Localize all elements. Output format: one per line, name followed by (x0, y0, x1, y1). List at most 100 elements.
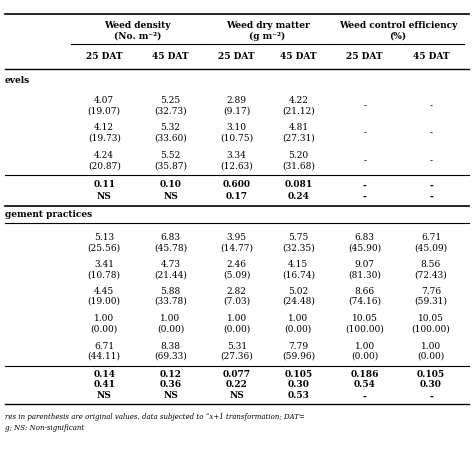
Text: (5.09): (5.09) (223, 271, 250, 279)
Text: 1.00: 1.00 (355, 342, 375, 350)
Text: (21.44): (21.44) (154, 271, 187, 279)
Text: 5.52: 5.52 (160, 151, 181, 160)
Text: NS: NS (163, 192, 178, 201)
Text: res in parenthesis are original values, data subjected to “x+1 transformation; D: res in parenthesis are original values, … (5, 413, 304, 421)
Text: 6.71: 6.71 (421, 234, 441, 242)
Text: (19.00): (19.00) (88, 297, 121, 306)
Text: NS: NS (97, 192, 111, 201)
Text: 0.186: 0.186 (350, 370, 379, 379)
Text: 1.00: 1.00 (227, 314, 247, 323)
Text: 0.41: 0.41 (93, 381, 115, 389)
Text: 25 DAT: 25 DAT (346, 53, 383, 61)
Text: 0.36: 0.36 (159, 381, 182, 389)
Text: (32.73): (32.73) (154, 107, 187, 115)
Text: 0.30: 0.30 (420, 381, 442, 389)
Text: 10.05: 10.05 (418, 314, 444, 323)
Text: 3.41: 3.41 (94, 260, 114, 269)
Text: (45.09): (45.09) (414, 244, 447, 253)
Text: 8.56: 8.56 (421, 260, 441, 269)
Text: (0.00): (0.00) (351, 352, 378, 361)
Text: -: - (363, 192, 366, 201)
Text: (16.74): (16.74) (282, 271, 315, 279)
Text: 9.07: 9.07 (355, 260, 375, 269)
Text: (45.78): (45.78) (154, 244, 187, 253)
Text: (12.63): (12.63) (220, 162, 253, 170)
Text: 10.05: 10.05 (352, 314, 378, 323)
Text: 0.081: 0.081 (284, 181, 312, 189)
Text: (0.00): (0.00) (157, 325, 184, 333)
Text: 4.22: 4.22 (288, 96, 308, 105)
Text: 25 DAT: 25 DAT (219, 53, 255, 61)
Text: (33.60): (33.60) (154, 134, 187, 143)
Text: 6.83: 6.83 (355, 234, 374, 242)
Text: 0.14: 0.14 (93, 370, 115, 379)
Text: 5.20: 5.20 (288, 151, 309, 160)
Text: 3.34: 3.34 (227, 151, 247, 160)
Text: 0.30: 0.30 (287, 381, 310, 389)
Text: 8.38: 8.38 (161, 342, 181, 350)
Text: 5.02: 5.02 (288, 287, 309, 295)
Text: 0.53: 0.53 (287, 392, 310, 400)
Text: 5.75: 5.75 (288, 234, 309, 242)
Text: 4.73: 4.73 (161, 260, 181, 269)
Text: 3.10: 3.10 (227, 124, 247, 132)
Text: 5.13: 5.13 (94, 234, 114, 242)
Text: 4.24: 4.24 (94, 151, 114, 160)
Text: Weed dry matter
(g m⁻²): Weed dry matter (g m⁻²) (226, 21, 310, 41)
Text: (59.96): (59.96) (282, 352, 315, 361)
Text: (69.33): (69.33) (154, 352, 187, 361)
Text: (24.48): (24.48) (282, 297, 315, 306)
Text: 1.00: 1.00 (160, 314, 181, 323)
Text: -: - (363, 128, 366, 137)
Text: 1.00: 1.00 (288, 314, 309, 323)
Text: (19.73): (19.73) (88, 134, 120, 143)
Text: 45 DAT: 45 DAT (152, 53, 189, 61)
Text: (74.16): (74.16) (348, 297, 381, 306)
Text: 4.15: 4.15 (288, 260, 309, 269)
Text: 1.00: 1.00 (421, 342, 441, 350)
Text: 4.45: 4.45 (94, 287, 114, 295)
Text: 0.17: 0.17 (226, 192, 248, 201)
Text: (25.56): (25.56) (88, 244, 121, 253)
Text: 1.00: 1.00 (94, 314, 114, 323)
Text: (9.17): (9.17) (223, 107, 250, 115)
Text: -: - (363, 181, 366, 189)
Text: gement practices: gement practices (5, 210, 92, 219)
Text: (7.03): (7.03) (223, 297, 250, 306)
Text: 0.10: 0.10 (160, 181, 182, 189)
Text: 2.89: 2.89 (227, 96, 247, 105)
Text: 0.105: 0.105 (284, 370, 312, 379)
Text: (20.87): (20.87) (88, 162, 120, 170)
Text: (32.35): (32.35) (282, 244, 315, 253)
Text: (19.07): (19.07) (88, 107, 121, 115)
Text: 2.82: 2.82 (227, 287, 247, 295)
Text: (10.75): (10.75) (220, 134, 254, 143)
Text: 8.66: 8.66 (355, 287, 375, 295)
Text: -: - (363, 156, 366, 164)
Text: evels: evels (5, 76, 30, 85)
Text: (0.00): (0.00) (417, 352, 445, 361)
Text: (35.87): (35.87) (154, 162, 187, 170)
Text: -: - (429, 181, 433, 189)
Text: (81.30): (81.30) (348, 271, 381, 279)
Text: (44.11): (44.11) (88, 352, 121, 361)
Text: 6.71: 6.71 (94, 342, 114, 350)
Text: 45 DAT: 45 DAT (413, 53, 449, 61)
Text: -: - (429, 101, 432, 109)
Text: 2.46: 2.46 (227, 260, 247, 269)
Text: NS: NS (97, 392, 111, 400)
Text: 0.600: 0.600 (223, 181, 251, 189)
Text: 25 DAT: 25 DAT (86, 53, 122, 61)
Text: (27.31): (27.31) (282, 134, 315, 143)
Text: 5.31: 5.31 (227, 342, 247, 350)
Text: (0.00): (0.00) (285, 325, 312, 333)
Text: 0.12: 0.12 (159, 370, 182, 379)
Text: (59.31): (59.31) (414, 297, 447, 306)
Text: (27.36): (27.36) (220, 352, 253, 361)
Text: -: - (363, 392, 366, 400)
Text: 4.07: 4.07 (94, 96, 114, 105)
Text: (0.00): (0.00) (91, 325, 118, 333)
Text: -: - (429, 128, 432, 137)
Text: -: - (429, 192, 433, 201)
Text: Weed density
(No. m⁻²): Weed density (No. m⁻²) (104, 21, 171, 40)
